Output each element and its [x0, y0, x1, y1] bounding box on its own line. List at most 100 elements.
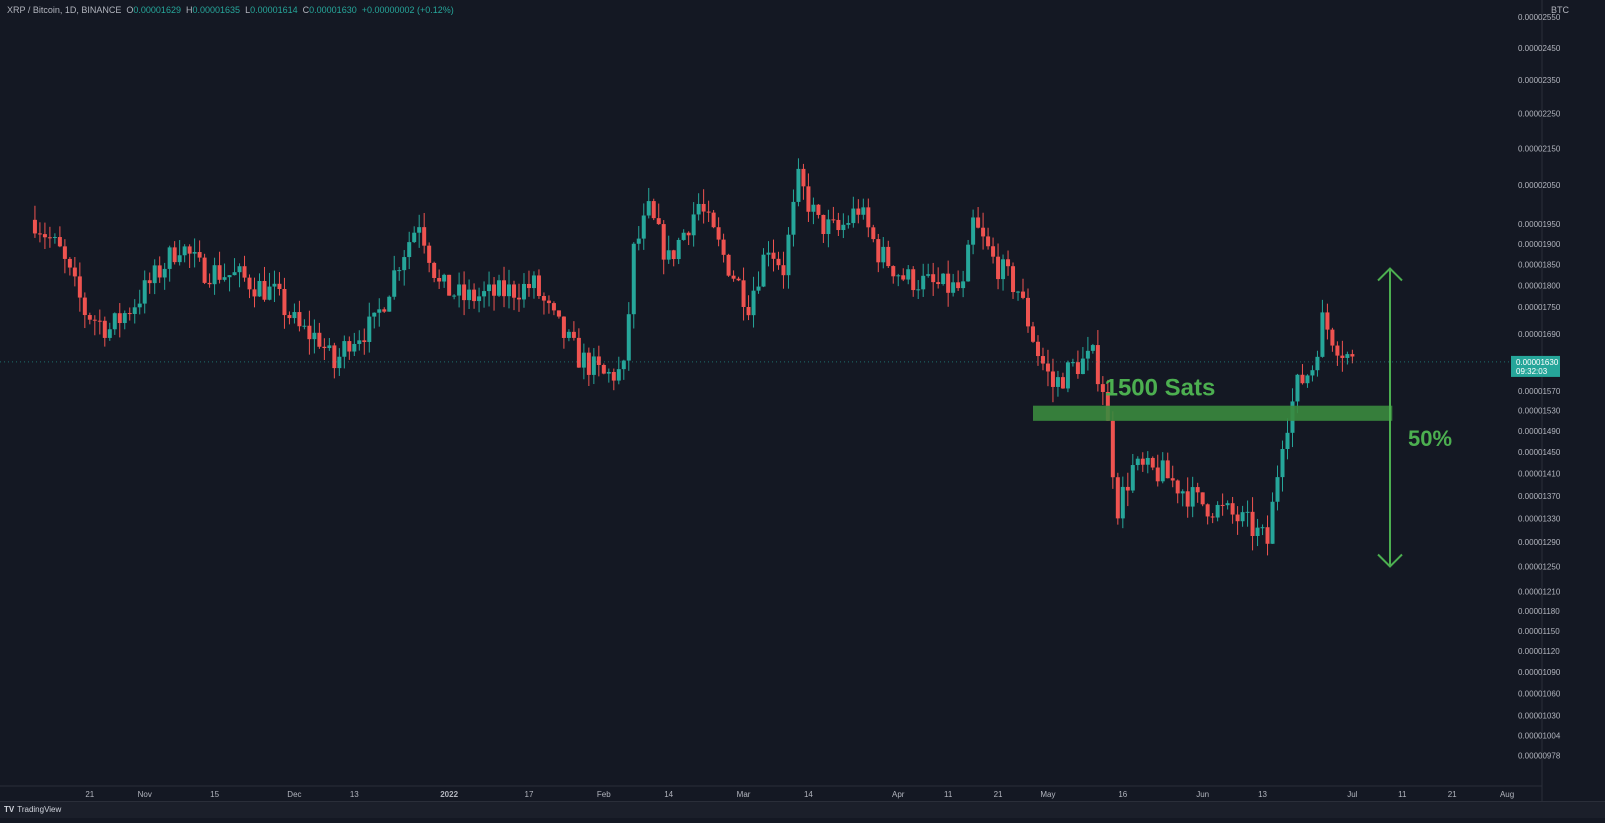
candle-body[interactable]: [656, 218, 661, 225]
candle-body[interactable]: [736, 278, 741, 281]
candle-body[interactable]: [601, 364, 606, 374]
candle-body[interactable]: [382, 309, 387, 312]
candle-body[interactable]: [242, 266, 247, 278]
candle-body[interactable]: [551, 303, 556, 311]
candle-body[interactable]: [801, 168, 806, 187]
candle-body[interactable]: [1110, 420, 1115, 478]
candle-body[interactable]: [132, 307, 137, 314]
candle-body[interactable]: [611, 371, 616, 381]
candle-body[interactable]: [262, 280, 267, 300]
candle-body[interactable]: [936, 282, 941, 285]
candle-body[interactable]: [826, 219, 831, 235]
candle-body[interactable]: [1225, 503, 1230, 506]
candle-body[interactable]: [891, 266, 896, 277]
candle-body[interactable]: [526, 283, 531, 289]
candle-body[interactable]: [1190, 487, 1195, 507]
candle-body[interactable]: [92, 319, 97, 321]
candle-body[interactable]: [1026, 297, 1030, 327]
candle-body[interactable]: [666, 250, 671, 260]
candle-body[interactable]: [442, 274, 447, 282]
candle-body[interactable]: [866, 207, 871, 228]
candle-body[interactable]: [991, 246, 996, 257]
candle-body[interactable]: [327, 345, 332, 349]
candle-body[interactable]: [1345, 354, 1350, 358]
candle-body[interactable]: [871, 227, 876, 240]
support-zone[interactable]: [1032, 405, 1393, 421]
candle-body[interactable]: [861, 207, 866, 215]
currency-unit[interactable]: BTC: [1551, 5, 1569, 15]
candle-body[interactable]: [1220, 504, 1225, 506]
candle-body[interactable]: [277, 283, 282, 289]
candle-body[interactable]: [402, 257, 407, 271]
candle-body[interactable]: [1300, 374, 1305, 384]
candle-body[interactable]: [292, 312, 297, 319]
candle-body[interactable]: [1195, 487, 1200, 493]
candle-body[interactable]: [566, 331, 571, 338]
candle-body[interactable]: [681, 232, 686, 240]
candle-body[interactable]: [591, 356, 596, 375]
candle-body[interactable]: [751, 290, 756, 316]
candle-body[interactable]: [202, 257, 207, 283]
candle-body[interactable]: [821, 214, 826, 235]
candle-body[interactable]: [986, 236, 991, 247]
candle-body[interactable]: [916, 289, 921, 291]
candle-body[interactable]: [1050, 371, 1055, 387]
candle-body[interactable]: [816, 204, 821, 215]
candle-body[interactable]: [112, 313, 117, 330]
candle-body[interactable]: [177, 255, 182, 263]
candle-body[interactable]: [1090, 345, 1095, 351]
candle-body[interactable]: [1006, 259, 1011, 267]
candle-body[interactable]: [536, 275, 541, 296]
tradingview-logo[interactable]: TV TradingView: [4, 805, 61, 814]
candle-body[interactable]: [1280, 449, 1285, 478]
candle-body[interactable]: [152, 265, 157, 284]
candle-body[interactable]: [1350, 354, 1355, 357]
candle-body[interactable]: [626, 314, 631, 361]
candle-body[interactable]: [1130, 465, 1135, 491]
candle-body[interactable]: [297, 312, 302, 327]
candle-body[interactable]: [641, 215, 646, 239]
candle-body[interactable]: [696, 203, 701, 215]
candle-body[interactable]: [487, 284, 492, 292]
candle-body[interactable]: [1215, 504, 1220, 518]
candle-body[interactable]: [1155, 467, 1160, 482]
candle-body[interactable]: [192, 252, 197, 254]
candle-body[interactable]: [1055, 377, 1060, 387]
candle-body[interactable]: [32, 219, 37, 234]
candle-body[interactable]: [846, 223, 851, 225]
candle-body[interactable]: [272, 283, 277, 287]
candle-body[interactable]: [961, 281, 966, 289]
candle-body[interactable]: [1080, 358, 1085, 375]
candle-body[interactable]: [342, 341, 347, 357]
candle-body[interactable]: [127, 313, 132, 315]
candle-body[interactable]: [981, 227, 986, 237]
candle-body[interactable]: [227, 275, 232, 278]
candle-body[interactable]: [571, 331, 576, 338]
candle-body[interactable]: [237, 266, 242, 273]
candle-body[interactable]: [966, 244, 971, 282]
candle-body[interactable]: [786, 234, 791, 276]
candle-body[interactable]: [1095, 345, 1100, 385]
candle-body[interactable]: [387, 296, 392, 312]
candle-body[interactable]: [317, 332, 322, 347]
candle-body[interactable]: [721, 239, 726, 255]
candle-body[interactable]: [716, 227, 721, 240]
candle-body[interactable]: [1140, 458, 1145, 465]
candle-body[interactable]: [701, 203, 706, 212]
candle-body[interactable]: [252, 289, 257, 297]
candle-body[interactable]: [1100, 384, 1105, 392]
candle-body[interactable]: [621, 360, 626, 370]
symbol-title[interactable]: XRP / Bitcoin, 1D, BINANCE: [7, 5, 122, 15]
candle-body[interactable]: [447, 274, 452, 296]
candle-body[interactable]: [731, 275, 736, 279]
candle-body[interactable]: [781, 265, 786, 276]
candle-body[interactable]: [951, 282, 956, 293]
candle-body[interactable]: [631, 243, 636, 315]
candle-body[interactable]: [1275, 477, 1280, 502]
candle-body[interactable]: [197, 252, 202, 258]
candle-body[interactable]: [906, 269, 911, 280]
candle-body[interactable]: [671, 250, 676, 260]
candle-body[interactable]: [147, 280, 152, 284]
candle-body[interactable]: [1120, 486, 1125, 519]
candle-body[interactable]: [561, 316, 566, 338]
